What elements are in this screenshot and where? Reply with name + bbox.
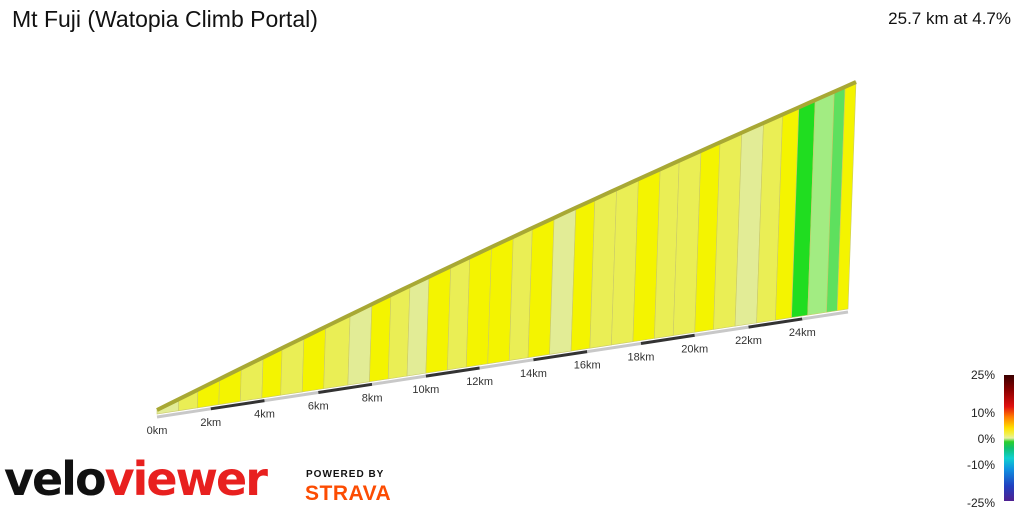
axis-band [210, 399, 265, 411]
logo-viewer: viewer [104, 452, 268, 506]
profile-face [156, 81, 857, 415]
gradient-legend-bar [1004, 375, 1014, 501]
axis-band [802, 310, 849, 321]
tick-label: 16km [574, 360, 601, 372]
tick-label: 18km [628, 351, 655, 363]
tick-label: 14km [520, 368, 547, 380]
axis-band [264, 391, 319, 403]
logo-velo: velo [4, 452, 107, 506]
tick-label: 0km [147, 425, 168, 437]
axis-band [425, 366, 480, 378]
legend-label-0: 0% [977, 432, 995, 446]
distance-axis [156, 310, 849, 419]
profile-segment [425, 265, 452, 374]
axis-band [748, 317, 803, 329]
climb-stats: 25.7 km at 4.7% [888, 9, 1011, 28]
tick-label: 22km [735, 335, 762, 347]
axis-band [694, 325, 749, 337]
axis-band [586, 341, 642, 354]
tick-label: 20km [681, 343, 708, 355]
axis-band [479, 358, 534, 370]
tick-label: 6km [308, 400, 329, 412]
legend-label-minus10: -10% [966, 458, 995, 472]
profile-segment [406, 276, 430, 377]
axis-band [533, 350, 588, 362]
profile-segment [465, 246, 492, 368]
profile-segment [369, 294, 392, 383]
profile-segment [387, 285, 411, 380]
axis-band [318, 382, 373, 394]
tick-label: 8km [362, 392, 383, 404]
strava-logo[interactable]: STRAVA [305, 482, 392, 505]
distance-ticks: 0km 2km 4km 6km 8km 10km 12km 14km 16km 18km 20km 2… [147, 327, 816, 437]
legend-label-minus25: -25% [966, 496, 995, 510]
tick-label: 24km [789, 327, 816, 339]
veloviewer-logo[interactable]: veloviewer [4, 452, 294, 506]
tick-label: 2km [200, 417, 221, 429]
legend-label-10: 10% [970, 406, 995, 420]
axis-band [156, 407, 211, 419]
axis-band [371, 374, 427, 386]
tick-label: 4km [254, 409, 275, 421]
powered-by-label: POWERED BY [306, 469, 385, 480]
legend-label-25: 25% [970, 368, 995, 382]
profile-top-edge [156, 80, 857, 412]
tick-label: 10km [412, 384, 439, 396]
axis-band [640, 333, 695, 345]
page-title: Mt Fuji (Watopia Climb Portal) [12, 6, 318, 32]
tick-label: 12km [466, 376, 493, 388]
